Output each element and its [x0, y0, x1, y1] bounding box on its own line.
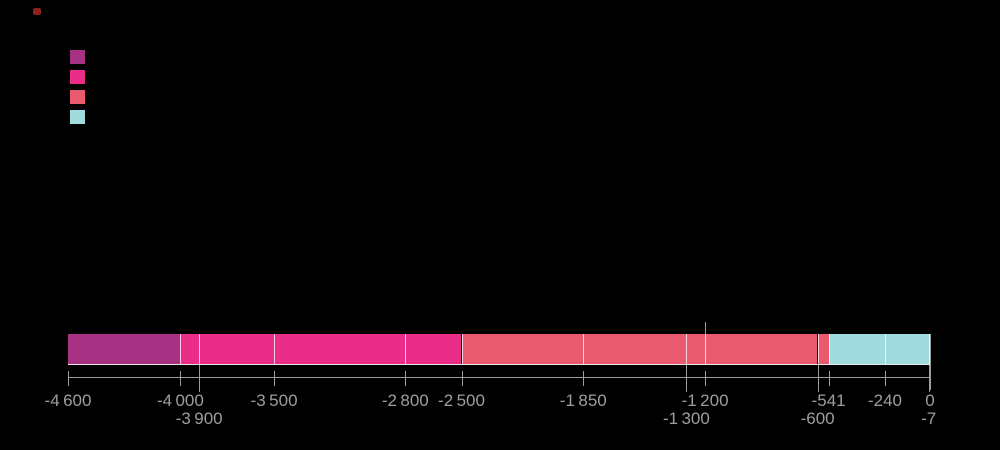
axis-tick	[828, 371, 830, 386]
bar-segment[interactable]	[180, 334, 200, 364]
tick-label: -2 800	[381, 391, 429, 410]
bar-segment[interactable]	[828, 334, 885, 364]
axis-tick	[885, 371, 886, 386]
tick-label: 0	[925, 391, 935, 410]
logo-mark	[33, 8, 41, 15]
axis-tick	[461, 371, 463, 386]
tick-label: -1 200	[681, 391, 729, 410]
axis-tick	[274, 371, 276, 386]
legend-swatch-icon[interactable]	[70, 70, 85, 84]
axis-tick	[405, 371, 407, 386]
axis-tick	[705, 371, 707, 386]
legend-swatch-icon[interactable]	[70, 50, 85, 64]
bar-segment[interactable]	[928, 334, 930, 364]
legend-item[interactable]	[70, 90, 85, 110]
bar-segment[interactable]	[199, 334, 275, 364]
legend-swatch-icon[interactable]	[70, 90, 85, 104]
axis-tick	[930, 334, 931, 390]
tick-label: -3 500	[250, 391, 298, 410]
tick-label: -1 300	[662, 409, 710, 428]
tick-label: -1 850	[559, 391, 607, 410]
axis-tick	[199, 365, 201, 392]
legend-item[interactable]	[70, 70, 85, 90]
tick-label: -541	[811, 391, 846, 410]
axis-tick	[686, 365, 688, 392]
legend	[70, 50, 85, 130]
bar-segment[interactable]	[583, 334, 687, 364]
legend-item[interactable]	[70, 50, 85, 70]
bar-segment[interactable]	[274, 334, 406, 364]
bar-segment[interactable]	[686, 334, 706, 364]
bar-segment[interactable]	[817, 334, 829, 364]
era-bar	[68, 334, 930, 365]
bar-segment[interactable]	[68, 334, 181, 364]
annotation-tick	[705, 322, 707, 334]
tick-label: -7	[921, 409, 937, 428]
bar-segment[interactable]	[885, 334, 929, 364]
tick-label: -4 000	[156, 391, 204, 410]
tick-label: -600	[800, 409, 835, 428]
axis-tick	[68, 371, 69, 386]
axis-tick	[817, 365, 819, 392]
axis-tick	[583, 371, 585, 386]
legend-item[interactable]	[70, 110, 85, 130]
tick-label: -4 600	[44, 391, 92, 410]
tick-label: -2 500	[438, 391, 485, 410]
legend-swatch-icon[interactable]	[70, 110, 85, 124]
bar-segment[interactable]	[705, 334, 818, 364]
bar-segment[interactable]	[461, 334, 584, 364]
axis-tick	[928, 365, 930, 392]
bar-segment[interactable]	[405, 334, 462, 364]
tick-label: -240	[867, 391, 903, 410]
axis-tick	[180, 371, 182, 386]
x-axis-line	[68, 377, 930, 378]
tick-label: -3 900	[175, 409, 223, 428]
